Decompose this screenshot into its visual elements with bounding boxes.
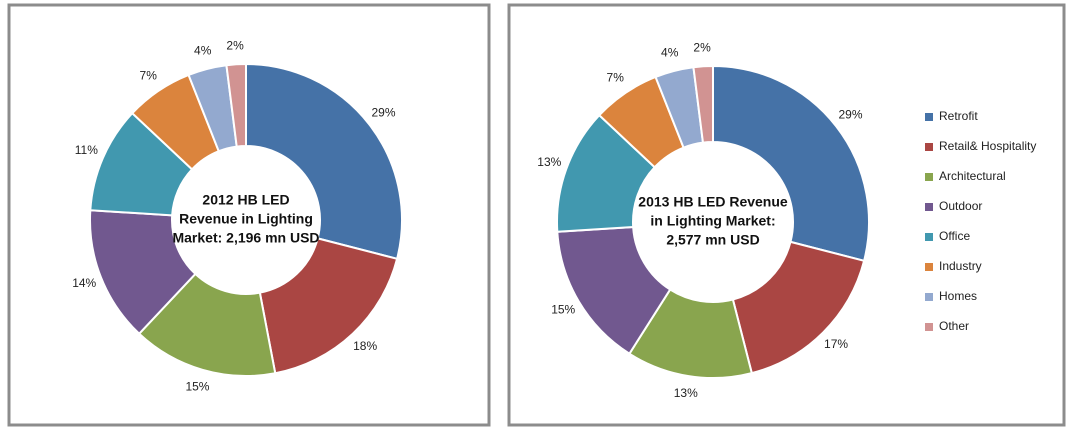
- data-label: 2%: [693, 41, 711, 55]
- center-title: 2012 HB LED: [202, 192, 289, 208]
- legend-swatch: [925, 323, 933, 331]
- data-label: 7%: [140, 68, 158, 82]
- legend-swatch: [925, 233, 933, 241]
- slice: [245, 62, 403, 261]
- center-title: Market: 2,196 mn USD: [172, 230, 319, 246]
- data-label: 7%: [607, 70, 625, 84]
- legend-label: Homes: [939, 289, 977, 303]
- legend-swatch: [925, 173, 933, 181]
- data-label: 4%: [661, 46, 679, 60]
- slice: [225, 62, 247, 148]
- slice: [692, 64, 714, 144]
- center-title: in Lighting Market:: [650, 213, 775, 229]
- legend-label: Architectural: [939, 169, 1006, 183]
- legend-label: Industry: [939, 259, 982, 273]
- data-label: 17%: [824, 337, 848, 351]
- data-label: 29%: [371, 106, 395, 120]
- slice: [731, 240, 866, 375]
- slice: [712, 64, 870, 263]
- data-label: 15%: [185, 379, 209, 393]
- data-label: 15%: [551, 303, 575, 317]
- legend-swatch: [925, 143, 933, 151]
- legend-label: Outdoor: [939, 199, 982, 213]
- data-label: 11%: [75, 143, 98, 157]
- legend-swatch: [925, 113, 933, 121]
- legend-label: Retail& Hospitality: [939, 139, 1036, 153]
- data-label: 13%: [537, 155, 561, 169]
- data-label: 4%: [194, 44, 212, 58]
- slice: [137, 272, 277, 377]
- center-title: Revenue in Lighting: [179, 211, 313, 227]
- data-label: 29%: [838, 108, 862, 122]
- data-label: 14%: [72, 276, 96, 290]
- legend-swatch: [925, 293, 933, 301]
- data-label: 2%: [226, 39, 244, 53]
- data-label: 18%: [353, 339, 377, 353]
- legend-label: Retrofit: [939, 109, 978, 123]
- slice: [258, 237, 399, 375]
- center-title: 2,577 mn USD: [666, 232, 759, 248]
- legend-swatch: [925, 263, 933, 271]
- data-label: 13%: [674, 386, 698, 400]
- legend-swatch: [925, 203, 933, 211]
- legend-label: Office: [939, 229, 970, 243]
- legend-label: Other: [939, 319, 969, 333]
- center-title: 2013 HB LED Revenue: [638, 194, 788, 210]
